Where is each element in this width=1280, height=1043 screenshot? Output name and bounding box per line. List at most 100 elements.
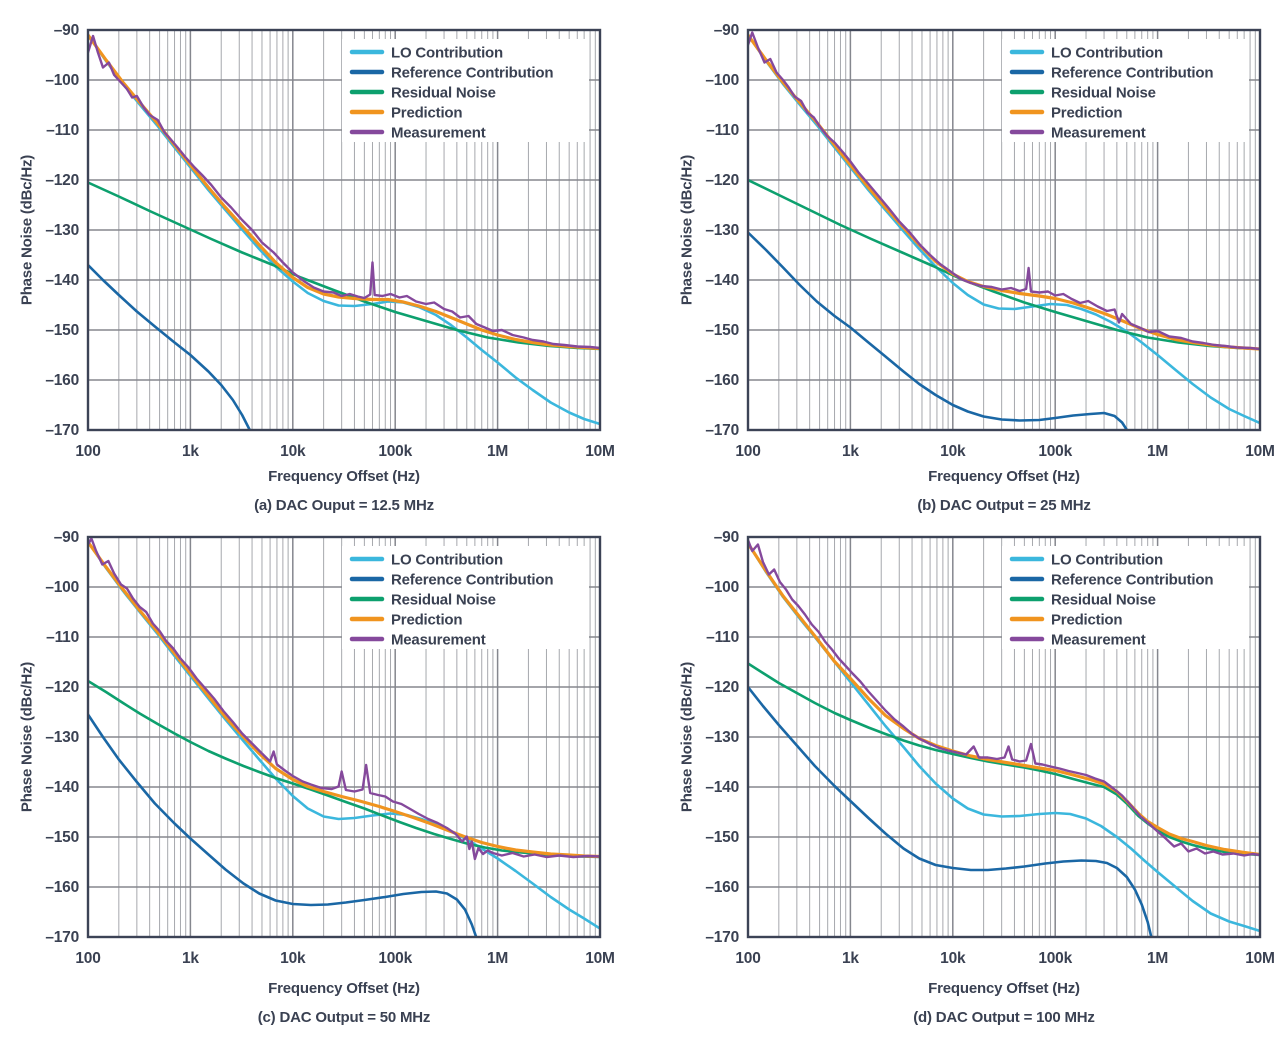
x-tick-label: 10M — [1245, 443, 1275, 460]
y-tick-label: –150 — [45, 322, 79, 339]
y-tick-label: –100 — [705, 72, 739, 89]
series-measurement-line — [88, 34, 600, 350]
chart-a-canvas: –90 –100 –110 –120 –130 –140 –150 –160 –170 100 1k… — [45, 22, 615, 460]
y-tick-label: –150 — [45, 829, 79, 846]
legend-label: Prediction — [1051, 105, 1122, 122]
x-tick-label: 100 — [735, 950, 760, 967]
legend-label: Measurement — [391, 125, 486, 142]
y-tick-label: –100 — [45, 579, 79, 596]
series-reference-line — [748, 231, 1129, 430]
legend-label: Residual Noise — [1051, 85, 1156, 102]
y-tick-label: –160 — [45, 372, 79, 389]
y-tick-label: –140 — [705, 779, 739, 796]
legend: LO Contribution Reference Contribution Res… — [1002, 546, 1249, 649]
chart-panel-d: –90 –100 –110 –120 –130 –140 –150 –160 –170 100 1k… — [660, 507, 1280, 1043]
x-tick-label: 10M — [1245, 950, 1275, 967]
x-tick-labels: 100 1k 10k 100k 1M 10M — [735, 443, 1275, 460]
legend-label: Residual Noise — [1051, 592, 1156, 609]
x-tick-label: 100 — [75, 443, 100, 460]
x-tick-label: 100k — [378, 950, 412, 967]
series-group — [748, 538, 1260, 937]
chart-panel-c: –90 –100 –110 –120 –130 –140 –150 –160 –170 100 1k… — [0, 507, 660, 1043]
x-tick-label: 100k — [378, 443, 412, 460]
series-group — [88, 537, 600, 937]
legend-label: Residual Noise — [391, 592, 496, 609]
y-tick-label: –110 — [46, 629, 79, 646]
legend-label: Reference Contribution — [1051, 65, 1213, 82]
chart-caption: (a) DAC Ouput = 12.5 MHz — [254, 497, 434, 514]
series-measurement-line — [748, 31, 1260, 351]
series-reference-line — [88, 263, 252, 430]
x-tick-label: 1k — [842, 443, 859, 460]
legend-label: Residual Noise — [391, 85, 496, 102]
legend-label: Reference Contribution — [1051, 572, 1213, 589]
y-tick-label: –160 — [705, 372, 739, 389]
legend: LO Contribution Reference Contribution Res… — [1002, 39, 1249, 142]
y-tick-label: –170 — [45, 422, 79, 439]
y-axis-title: Phase Noise (dBc/Hz) — [18, 154, 36, 306]
x-tick-label: 100 — [735, 443, 760, 460]
chart-c-canvas: –90 –100 –110 –120 –130 –140 –150 –160 –170 100 1k… — [45, 529, 615, 967]
x-tick-label: 1M — [487, 443, 508, 460]
x-tick-label: 1M — [1147, 443, 1168, 460]
x-tick-label: 1k — [842, 950, 859, 967]
y-tick-label: –120 — [705, 172, 739, 189]
legend-label: Reference Contribution — [391, 65, 553, 82]
y-tick-label: –150 — [705, 829, 739, 846]
chart-caption: (b) DAC Output = 25 MHz — [917, 497, 1091, 514]
y-tick-label: –90 — [54, 529, 79, 546]
chart-b-canvas: –90 –100 –110 –120 –130 –140 –150 –160 –170 100 1k… — [705, 22, 1275, 460]
y-tick-label: –120 — [45, 679, 79, 696]
y-tick-label: –170 — [705, 929, 739, 946]
series-reference-line — [88, 713, 478, 937]
series-residual-line — [748, 178, 1260, 351]
x-axis-title: Frequency Offset (Hz) — [928, 980, 1080, 997]
x-tick-label: 1M — [487, 950, 508, 967]
y-tick-label: –130 — [705, 729, 739, 746]
legend: LO Contribution Reference Contribution Res… — [342, 546, 589, 649]
y-tick-labels: –90 –100 –110 –120 –130 –140 –150 –160 –170 — [705, 529, 739, 946]
series-measurement-line — [88, 537, 600, 861]
x-tick-label: 10M — [585, 950, 615, 967]
plot-frame — [86, 535, 602, 939]
x-axis-title: Frequency Offset (Hz) — [268, 980, 420, 997]
y-tick-label: –130 — [705, 222, 739, 239]
legend-label: Reference Contribution — [391, 572, 553, 589]
grid-major — [748, 537, 1260, 937]
chart-panel-b: –90 –100 –110 –120 –130 –140 –150 –160 –170 100 1k… — [660, 0, 1280, 521]
y-tick-label: –110 — [46, 122, 79, 139]
series-prediction-line — [88, 540, 600, 859]
y-tick-label: –90 — [714, 529, 739, 546]
x-tick-label: 100k — [1038, 443, 1072, 460]
x-tick-label: 1k — [182, 950, 199, 967]
y-tick-labels: –90 –100 –110 –120 –130 –140 –150 –160 –170 — [45, 529, 79, 946]
y-axis-title: Phase Noise (dBc/Hz) — [18, 661, 36, 813]
plot-frame — [746, 535, 1262, 939]
chart-caption: (c) DAC Output = 50 MHz — [257, 1009, 431, 1026]
x-tick-label: 1M — [1147, 950, 1168, 967]
x-tick-label: 100 — [75, 950, 100, 967]
y-tick-label: –120 — [705, 679, 739, 696]
x-axis-title: Frequency Offset (Hz) — [268, 468, 420, 485]
y-tick-label: –110 — [706, 122, 739, 139]
legend-label: LO Contribution — [1051, 45, 1163, 62]
series-group — [748, 31, 1260, 430]
series-reference-line — [748, 685, 1153, 937]
legend-label: Measurement — [391, 632, 486, 649]
y-tick-label: –130 — [45, 729, 79, 746]
y-tick-label: –160 — [45, 879, 79, 896]
series-group — [88, 33, 600, 430]
legend-label: LO Contribution — [391, 45, 503, 62]
x-tick-label: 10M — [585, 443, 615, 460]
y-tick-labels: –90 –100 –110 –120 –130 –140 –150 –160 –170 — [705, 22, 739, 439]
x-axis-title: Frequency Offset (Hz) — [928, 468, 1080, 485]
plot-frame — [86, 28, 602, 432]
series-residual-line — [88, 679, 600, 859]
legend-label: Prediction — [391, 612, 462, 629]
y-tick-label: –170 — [705, 422, 739, 439]
legend: LO Contribution Reference Contribution Res… — [342, 39, 589, 142]
x-tick-label: 10k — [280, 950, 306, 967]
chart-caption: (d) DAC Output = 100 MHz — [913, 1009, 1095, 1026]
series-residual-line — [88, 181, 600, 351]
